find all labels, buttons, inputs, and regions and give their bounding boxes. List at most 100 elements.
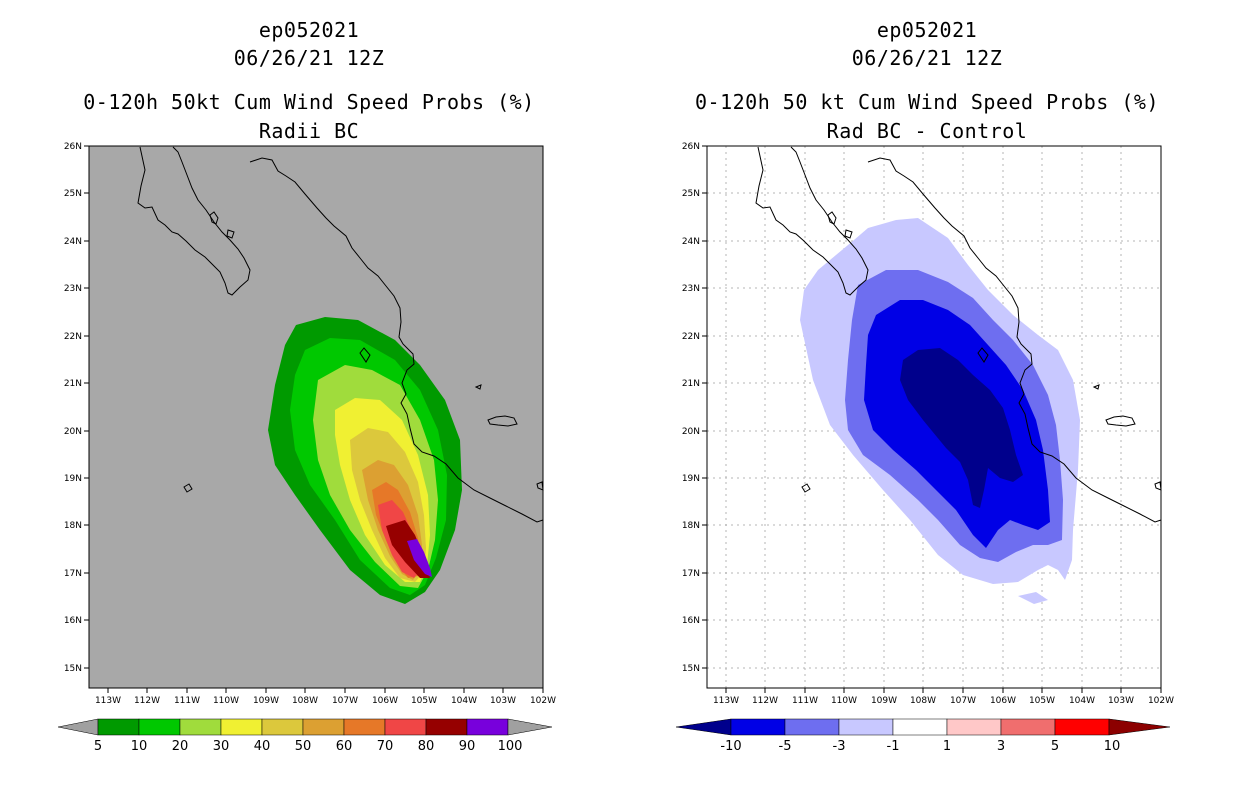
lon-tick: 112W [134,688,160,706]
subtitle: Radii BC [258,119,360,143]
lon-axis: 113W 112W 111W 110W 109W 108W 107W 106W … [95,688,556,706]
lon-label: 104W [1069,696,1095,706]
lat-tick: 15N [682,664,707,674]
product-title: 0-120h 50kt Cum Wind Speed Probs (%) [83,90,535,114]
colorbar-swatch [261,718,304,736]
lat-label: 15N [682,664,700,674]
lon-tick: 102W [530,688,556,706]
colorbar-swatch [1054,718,1110,736]
colorbar-label: 5 [94,739,102,754]
coastline [755,146,1162,523]
colorbar-swatch [946,718,1002,736]
lon-tick: 110W [213,688,239,706]
lon-label: 109W [253,696,279,706]
lat-label: 26N [64,142,82,152]
lat-label: 21N [682,379,700,389]
lon-tick: 111W [792,688,818,706]
lat-tick: 19N [682,474,707,484]
lon-label: 112W [134,696,160,706]
lon-label: 102W [1148,696,1174,706]
colorbar-swatch [892,718,948,736]
lat-label: 15N [64,664,82,674]
lon-label: 109W [871,696,897,706]
lat-tick: 26N [64,142,89,152]
lat-tick: 18N [64,521,89,531]
lon-tick: 103W [490,688,516,706]
panel-rad-bc-minus-control: ep052021 06/26/21 12Z 0-120h 50 kt Cum W… [618,0,1236,800]
lat-tick: 23N [682,284,707,294]
lat-tick: 15N [64,664,89,674]
lon-tick: 104W [1069,688,1095,706]
colorbar-swatch [730,718,786,736]
colorbar-left: 5 10 20 30 40 50 60 70 80 90 100 [57,718,553,754]
colorbar-swatch [179,718,222,736]
lon-label: 112W [752,696,778,706]
lon-tick: 102W [1148,688,1174,706]
lat-label: 20N [64,427,82,437]
lat-label: 25N [682,189,700,199]
lat-tick: 22N [682,332,707,342]
lon-tick: 111W [174,688,200,706]
lon-tick: 107W [332,688,358,706]
lat-label: 22N [64,332,82,342]
contour-minus-1-south [1018,592,1048,604]
colorbar-label: 10 [1104,739,1121,754]
lon-tick: 113W [95,688,121,706]
lat-label: 24N [682,237,700,247]
lon-label: 104W [451,696,477,706]
lon-tick: 109W [253,688,279,706]
lon-label: 108W [292,696,318,706]
lon-label: 106W [990,696,1016,706]
colorbar-label: 100 [498,739,523,754]
colorbar-label: 60 [336,739,353,754]
colorbar-swatch [1000,718,1056,736]
lon-label: 113W [95,696,121,706]
lon-label: 105W [1029,696,1055,706]
lat-label: 16N [64,616,82,626]
lon-tick: 103W [1108,688,1134,706]
lat-tick: 16N [682,616,707,626]
subtitle: Rad BC - Control [826,119,1028,143]
colorbar-label: 30 [213,739,230,754]
map-frame [706,145,1162,689]
lon-tick: 104W [451,688,477,706]
lat-label: 21N [64,379,82,389]
probability-contours [268,317,462,604]
lon-axis: 113W 112W 111W 110W 109W 108W 107W 106W … [713,688,1174,706]
lat-tick: 18N [682,521,707,531]
lon-label: 103W [490,696,516,706]
colorbar-swatch [466,718,509,736]
colorbar-over [1108,718,1171,736]
colorbar-under [675,718,732,736]
lat-tick: 25N [682,189,707,199]
lat-tick: 26N [682,142,707,152]
panel-radii-bc: ep052021 06/26/21 12Z 0-120h 50kt Cum Wi… [57,18,556,754]
colorbar-label: 10 [131,739,148,754]
colorbar-right: -10 -5 -3 -1 1 3 5 10 [675,718,1171,754]
lat-tick: 23N [64,284,89,294]
colorbar-label: -1 [887,739,900,754]
colorbar-label: -3 [833,739,846,754]
lat-label: 17N [64,569,82,579]
colorbar-label: 90 [459,739,476,754]
lat-axis: 26N 25N 24N 23N 22N 21N 20N 19N 18N 17N … [64,142,89,674]
contour-90 [407,539,432,577]
colorbar-label: 80 [418,739,435,754]
lon-label: 103W [1108,696,1134,706]
colorbar-under [57,718,99,736]
grid-lines [707,146,1161,688]
lon-label: 108W [910,696,936,706]
product-title: 0-120h 50 kt Cum Wind Speed Probs (%) [694,90,1160,114]
lon-label: 107W [950,696,976,706]
difference-contours [800,218,1080,604]
lon-tick: 107W [950,688,976,706]
colorbar-label: -10 [720,739,741,754]
lon-tick: 106W [372,688,398,706]
colorbar-label: 70 [377,739,394,754]
contour-minus-10 [900,348,1023,508]
lon-tick: 108W [910,688,936,706]
colorbar-label: 5 [1051,739,1059,754]
lon-tick: 112W [752,688,778,706]
lat-tick: 17N [64,569,89,579]
lat-label: 17N [682,569,700,579]
